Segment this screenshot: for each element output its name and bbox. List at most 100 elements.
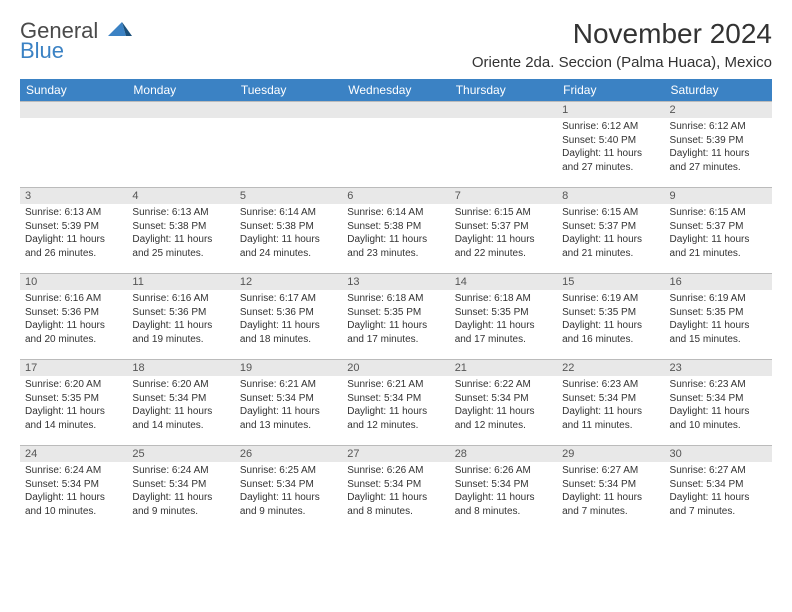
daylight-text: Daylight: 11 hours and 21 minutes. — [562, 233, 659, 260]
day-number: 12 — [235, 274, 342, 290]
day-content: Sunrise: 6:15 AMSunset: 5:37 PMDaylight:… — [665, 204, 772, 262]
daylight-text: Daylight: 11 hours and 12 minutes. — [347, 405, 444, 432]
sunrise-text: Sunrise: 6:13 AM — [132, 206, 229, 220]
day-content: Sunrise: 6:21 AMSunset: 5:34 PMDaylight:… — [235, 376, 342, 434]
day-content: Sunrise: 6:13 AMSunset: 5:38 PMDaylight:… — [127, 204, 234, 262]
sunset-text: Sunset: 5:34 PM — [240, 392, 337, 406]
weekday-header: Saturday — [665, 79, 772, 102]
day-number: 18 — [127, 360, 234, 376]
day-content: Sunrise: 6:24 AMSunset: 5:34 PMDaylight:… — [127, 462, 234, 520]
week-row: 24Sunrise: 6:24 AMSunset: 5:34 PMDayligh… — [20, 446, 772, 532]
day-cell — [20, 102, 127, 188]
day-number: 28 — [450, 446, 557, 462]
day-number: 23 — [665, 360, 772, 376]
daylight-text: Daylight: 11 hours and 25 minutes. — [132, 233, 229, 260]
sunrise-text: Sunrise: 6:27 AM — [562, 464, 659, 478]
sunset-text: Sunset: 5:34 PM — [240, 478, 337, 492]
day-content: Sunrise: 6:13 AMSunset: 5:39 PMDaylight:… — [20, 204, 127, 262]
sunset-text: Sunset: 5:37 PM — [670, 220, 767, 234]
daylight-text: Daylight: 11 hours and 22 minutes. — [455, 233, 552, 260]
sunset-text: Sunset: 5:34 PM — [562, 392, 659, 406]
day-number: 10 — [20, 274, 127, 290]
day-content: Sunrise: 6:19 AMSunset: 5:35 PMDaylight:… — [557, 290, 664, 348]
weekday-header: Thursday — [450, 79, 557, 102]
sunset-text: Sunset: 5:34 PM — [132, 392, 229, 406]
sunrise-text: Sunrise: 6:21 AM — [347, 378, 444, 392]
sunrise-text: Sunrise: 6:24 AM — [132, 464, 229, 478]
day-cell: 20Sunrise: 6:21 AMSunset: 5:34 PMDayligh… — [342, 360, 449, 446]
day-cell: 25Sunrise: 6:24 AMSunset: 5:34 PMDayligh… — [127, 446, 234, 532]
sunrise-text: Sunrise: 6:12 AM — [562, 120, 659, 134]
location: Oriente 2da. Seccion (Palma Huaca), Mexi… — [472, 54, 772, 71]
daylight-text: Daylight: 11 hours and 24 minutes. — [240, 233, 337, 260]
daylight-text: Daylight: 11 hours and 20 minutes. — [25, 319, 122, 346]
day-content: Sunrise: 6:15 AMSunset: 5:37 PMDaylight:… — [557, 204, 664, 262]
daylight-text: Daylight: 11 hours and 8 minutes. — [347, 491, 444, 518]
day-cell: 28Sunrise: 6:26 AMSunset: 5:34 PMDayligh… — [450, 446, 557, 532]
sunrise-text: Sunrise: 6:26 AM — [347, 464, 444, 478]
sunset-text: Sunset: 5:34 PM — [670, 478, 767, 492]
header: General Blue November 2024 Oriente 2da. … — [20, 18, 772, 71]
day-cell: 21Sunrise: 6:22 AMSunset: 5:34 PMDayligh… — [450, 360, 557, 446]
calendar-head: SundayMondayTuesdayWednesdayThursdayFrid… — [20, 79, 772, 102]
day-number-empty — [342, 102, 449, 118]
daylight-text: Daylight: 11 hours and 17 minutes. — [455, 319, 552, 346]
weekday-header: Tuesday — [235, 79, 342, 102]
day-cell — [127, 102, 234, 188]
sunset-text: Sunset: 5:34 PM — [25, 478, 122, 492]
daylight-text: Daylight: 11 hours and 7 minutes. — [562, 491, 659, 518]
sunrise-text: Sunrise: 6:15 AM — [455, 206, 552, 220]
logo-text: General Blue — [20, 18, 132, 62]
day-cell: 22Sunrise: 6:23 AMSunset: 5:34 PMDayligh… — [557, 360, 664, 446]
sunrise-text: Sunrise: 6:12 AM — [670, 120, 767, 134]
day-cell: 15Sunrise: 6:19 AMSunset: 5:35 PMDayligh… — [557, 274, 664, 360]
sunrise-text: Sunrise: 6:18 AM — [347, 292, 444, 306]
day-number: 5 — [235, 188, 342, 204]
day-number: 25 — [127, 446, 234, 462]
day-content: Sunrise: 6:16 AMSunset: 5:36 PMDaylight:… — [20, 290, 127, 348]
day-content: Sunrise: 6:12 AMSunset: 5:40 PMDaylight:… — [557, 118, 664, 176]
week-row: 1Sunrise: 6:12 AMSunset: 5:40 PMDaylight… — [20, 102, 772, 188]
sunset-text: Sunset: 5:39 PM — [25, 220, 122, 234]
sunset-text: Sunset: 5:35 PM — [670, 306, 767, 320]
day-content: Sunrise: 6:24 AMSunset: 5:34 PMDaylight:… — [20, 462, 127, 520]
day-content: Sunrise: 6:27 AMSunset: 5:34 PMDaylight:… — [665, 462, 772, 520]
day-cell: 30Sunrise: 6:27 AMSunset: 5:34 PMDayligh… — [665, 446, 772, 532]
daylight-text: Daylight: 11 hours and 7 minutes. — [670, 491, 767, 518]
day-cell: 23Sunrise: 6:23 AMSunset: 5:34 PMDayligh… — [665, 360, 772, 446]
daylight-text: Daylight: 11 hours and 19 minutes. — [132, 319, 229, 346]
day-content: Sunrise: 6:21 AMSunset: 5:34 PMDaylight:… — [342, 376, 449, 434]
sunset-text: Sunset: 5:40 PM — [562, 134, 659, 148]
day-content: Sunrise: 6:18 AMSunset: 5:35 PMDaylight:… — [342, 290, 449, 348]
day-content: Sunrise: 6:12 AMSunset: 5:39 PMDaylight:… — [665, 118, 772, 176]
sunset-text: Sunset: 5:37 PM — [455, 220, 552, 234]
day-number: 14 — [450, 274, 557, 290]
day-content: Sunrise: 6:26 AMSunset: 5:34 PMDaylight:… — [450, 462, 557, 520]
day-cell: 27Sunrise: 6:26 AMSunset: 5:34 PMDayligh… — [342, 446, 449, 532]
day-content: Sunrise: 6:25 AMSunset: 5:34 PMDaylight:… — [235, 462, 342, 520]
weekday-row: SundayMondayTuesdayWednesdayThursdayFrid… — [20, 79, 772, 102]
day-number: 24 — [20, 446, 127, 462]
day-number: 17 — [20, 360, 127, 376]
day-content: Sunrise: 6:27 AMSunset: 5:34 PMDaylight:… — [557, 462, 664, 520]
week-row: 17Sunrise: 6:20 AMSunset: 5:35 PMDayligh… — [20, 360, 772, 446]
sunrise-text: Sunrise: 6:14 AM — [347, 206, 444, 220]
day-cell — [235, 102, 342, 188]
day-number: 9 — [665, 188, 772, 204]
day-number: 19 — [235, 360, 342, 376]
weekday-header: Wednesday — [342, 79, 449, 102]
day-number: 11 — [127, 274, 234, 290]
day-content: Sunrise: 6:20 AMSunset: 5:34 PMDaylight:… — [127, 376, 234, 434]
day-cell — [450, 102, 557, 188]
daylight-text: Daylight: 11 hours and 27 minutes. — [670, 147, 767, 174]
day-number: 21 — [450, 360, 557, 376]
sunset-text: Sunset: 5:36 PM — [25, 306, 122, 320]
daylight-text: Daylight: 11 hours and 9 minutes. — [240, 491, 337, 518]
sunrise-text: Sunrise: 6:19 AM — [670, 292, 767, 306]
sunset-text: Sunset: 5:35 PM — [455, 306, 552, 320]
day-number: 29 — [557, 446, 664, 462]
sunrise-text: Sunrise: 6:22 AM — [455, 378, 552, 392]
daylight-text: Daylight: 11 hours and 10 minutes. — [670, 405, 767, 432]
day-content: Sunrise: 6:20 AMSunset: 5:35 PMDaylight:… — [20, 376, 127, 434]
daylight-text: Daylight: 11 hours and 14 minutes. — [25, 405, 122, 432]
